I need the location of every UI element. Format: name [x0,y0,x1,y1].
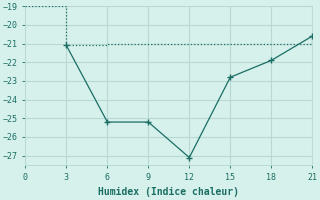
X-axis label: Humidex (Indice chaleur): Humidex (Indice chaleur) [98,187,239,197]
